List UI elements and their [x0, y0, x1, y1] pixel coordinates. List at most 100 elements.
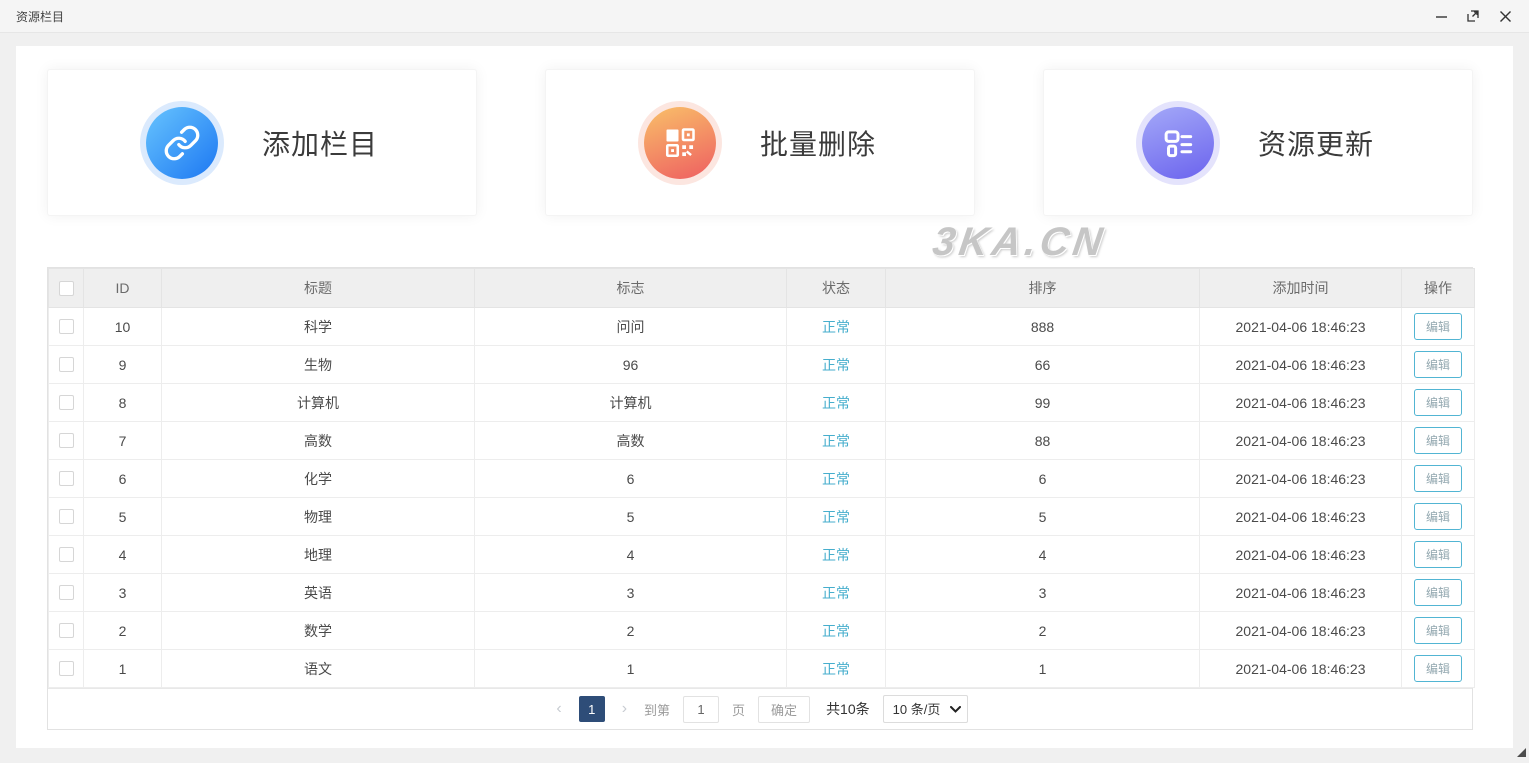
edit-button[interactable]: 编辑	[1413, 389, 1462, 416]
window-title: 资源栏目	[16, 9, 65, 24]
header-status: 状态	[786, 268, 886, 308]
status-text: 正常	[822, 394, 850, 411]
edit-button[interactable]: 编辑	[1413, 617, 1462, 644]
batch-delete-card[interactable]: 批量删除	[545, 69, 975, 216]
cell-mark: 3	[474, 573, 787, 612]
cell-mark: 高数	[474, 421, 787, 460]
cell-mark: 2	[474, 611, 787, 650]
minimize-icon	[1435, 10, 1448, 23]
table-row: 3 英语 3 正常 3 2021-04-06 18:46:23 编辑	[48, 573, 1475, 612]
action-cards: 添加栏目 批量删除	[16, 46, 1513, 216]
header-mark: 标志	[474, 268, 787, 308]
goto-page-input[interactable]	[683, 695, 720, 723]
status-text: 正常	[822, 508, 850, 525]
table-row: 6 化学 6 正常 6 2021-04-06 18:46:23 编辑	[48, 459, 1475, 498]
cell-time: 2021-04-06 18:46:23	[1199, 459, 1402, 498]
table-header-row: ID 标题 标志 状态 排序 添加时间 操作	[48, 268, 1475, 308]
table-row: 2 数学 2 正常 2 2021-04-06 18:46:23 编辑	[48, 611, 1475, 650]
row-checkbox[interactable]	[58, 395, 74, 410]
cell-title: 物理	[161, 497, 475, 536]
current-page-button[interactable]: 1	[578, 696, 605, 722]
status-text: 正常	[822, 584, 850, 601]
cell-sort: 2	[885, 611, 1200, 650]
cell-time: 2021-04-06 18:46:23	[1199, 611, 1402, 650]
close-icon	[1499, 10, 1512, 23]
batch-delete-label: 批量删除	[759, 128, 876, 160]
qrcode-icon	[643, 106, 716, 179]
edit-button[interactable]: 编辑	[1413, 313, 1462, 340]
row-checkbox[interactable]	[58, 509, 74, 524]
row-checkbox[interactable]	[58, 661, 74, 676]
cell-sort: 99	[885, 383, 1200, 422]
add-column-label: 添加栏目	[261, 128, 378, 160]
cell-mark: 6	[474, 459, 787, 498]
header-time: 添加时间	[1199, 268, 1402, 308]
cell-id: 8	[83, 383, 162, 422]
cell-mark: 4	[474, 535, 787, 574]
minimize-button[interactable]	[1425, 0, 1457, 33]
confirm-button[interactable]: 确定	[758, 695, 811, 723]
cell-sort: 6	[885, 459, 1200, 498]
header-action: 操作	[1401, 268, 1475, 308]
maximize-button[interactable]	[1457, 0, 1489, 33]
goto-prefix-label: 到第	[644, 702, 671, 718]
table-row: 4 地理 4 正常 4 2021-04-06 18:46:23 编辑	[48, 535, 1475, 574]
row-checkbox[interactable]	[58, 433, 74, 448]
page-size-select[interactable]: 10 条/页	[882, 695, 968, 723]
cell-sort: 4	[885, 535, 1200, 574]
edit-button[interactable]: 编辑	[1413, 503, 1462, 530]
cell-title: 英语	[161, 573, 475, 612]
header-id: ID	[83, 268, 162, 308]
row-checkbox[interactable]	[58, 357, 74, 372]
cell-sort: 66	[885, 345, 1200, 384]
total-count-label: 共10条	[826, 701, 870, 717]
cell-time: 2021-04-06 18:46:23	[1199, 497, 1402, 536]
cell-time: 2021-04-06 18:46:23	[1199, 421, 1402, 460]
edit-button[interactable]: 编辑	[1413, 465, 1462, 492]
maximize-icon	[1466, 9, 1480, 23]
row-checkbox[interactable]	[58, 585, 74, 600]
add-column-card[interactable]: 添加栏目	[47, 69, 477, 216]
window-titlebar: 资源栏目	[0, 0, 1529, 33]
row-checkbox[interactable]	[58, 547, 74, 562]
row-checkbox[interactable]	[58, 623, 74, 638]
main-area: 添加栏目 批量删除	[0, 34, 1529, 763]
next-page-button[interactable]: ›	[618, 700, 631, 718]
prev-page-button[interactable]: ‹	[552, 700, 565, 718]
table-row: 5 物理 5 正常 5 2021-04-06 18:46:23 编辑	[48, 497, 1475, 536]
edit-button[interactable]: 编辑	[1413, 579, 1462, 606]
link-icon	[145, 106, 218, 179]
cell-time: 2021-04-06 18:46:23	[1199, 573, 1402, 612]
goto-suffix-label: 页	[732, 702, 746, 718]
close-button[interactable]	[1489, 0, 1521, 33]
content-panel: 添加栏目 批量删除	[16, 46, 1513, 748]
edit-button[interactable]: 编辑	[1413, 541, 1462, 568]
cell-time: 2021-04-06 18:46:23	[1199, 649, 1402, 688]
row-checkbox[interactable]	[58, 471, 74, 486]
cell-id: 1	[83, 649, 162, 688]
list-form-icon	[1141, 106, 1214, 179]
resource-update-label: 资源更新	[1257, 128, 1374, 160]
edit-button[interactable]: 编辑	[1413, 655, 1462, 682]
data-table: ID 标题 标志 状态 排序 添加时间 操作 10 科学 问问 正常	[47, 267, 1475, 730]
cell-sort: 88	[885, 421, 1200, 460]
table-row: 1 语文 1 正常 1 2021-04-06 18:46:23 编辑	[48, 649, 1475, 688]
pagination-bar: ‹ 1 › 到第 页 确定 共10条 10 条/页	[48, 688, 1472, 729]
cell-title: 计算机	[161, 383, 475, 422]
cell-id: 6	[83, 459, 162, 498]
status-text: 正常	[822, 470, 850, 487]
table-body: 10 科学 问问 正常 888 2021-04-06 18:46:23 编辑 9…	[48, 307, 1475, 688]
edit-button[interactable]: 编辑	[1413, 351, 1462, 378]
status-text: 正常	[822, 660, 850, 677]
row-checkbox[interactable]	[58, 319, 74, 334]
watermark: 3KA.CN	[929, 220, 1110, 264]
cell-mark: 96	[474, 345, 787, 384]
cell-id: 3	[83, 573, 162, 612]
select-all-checkbox[interactable]	[58, 280, 74, 296]
edit-button[interactable]: 编辑	[1413, 427, 1462, 454]
cell-sort: 5	[885, 497, 1200, 536]
cell-title: 生物	[161, 345, 475, 384]
cell-id: 7	[83, 421, 162, 460]
resource-update-card[interactable]: 资源更新	[1043, 69, 1473, 216]
cell-id: 2	[83, 611, 162, 650]
